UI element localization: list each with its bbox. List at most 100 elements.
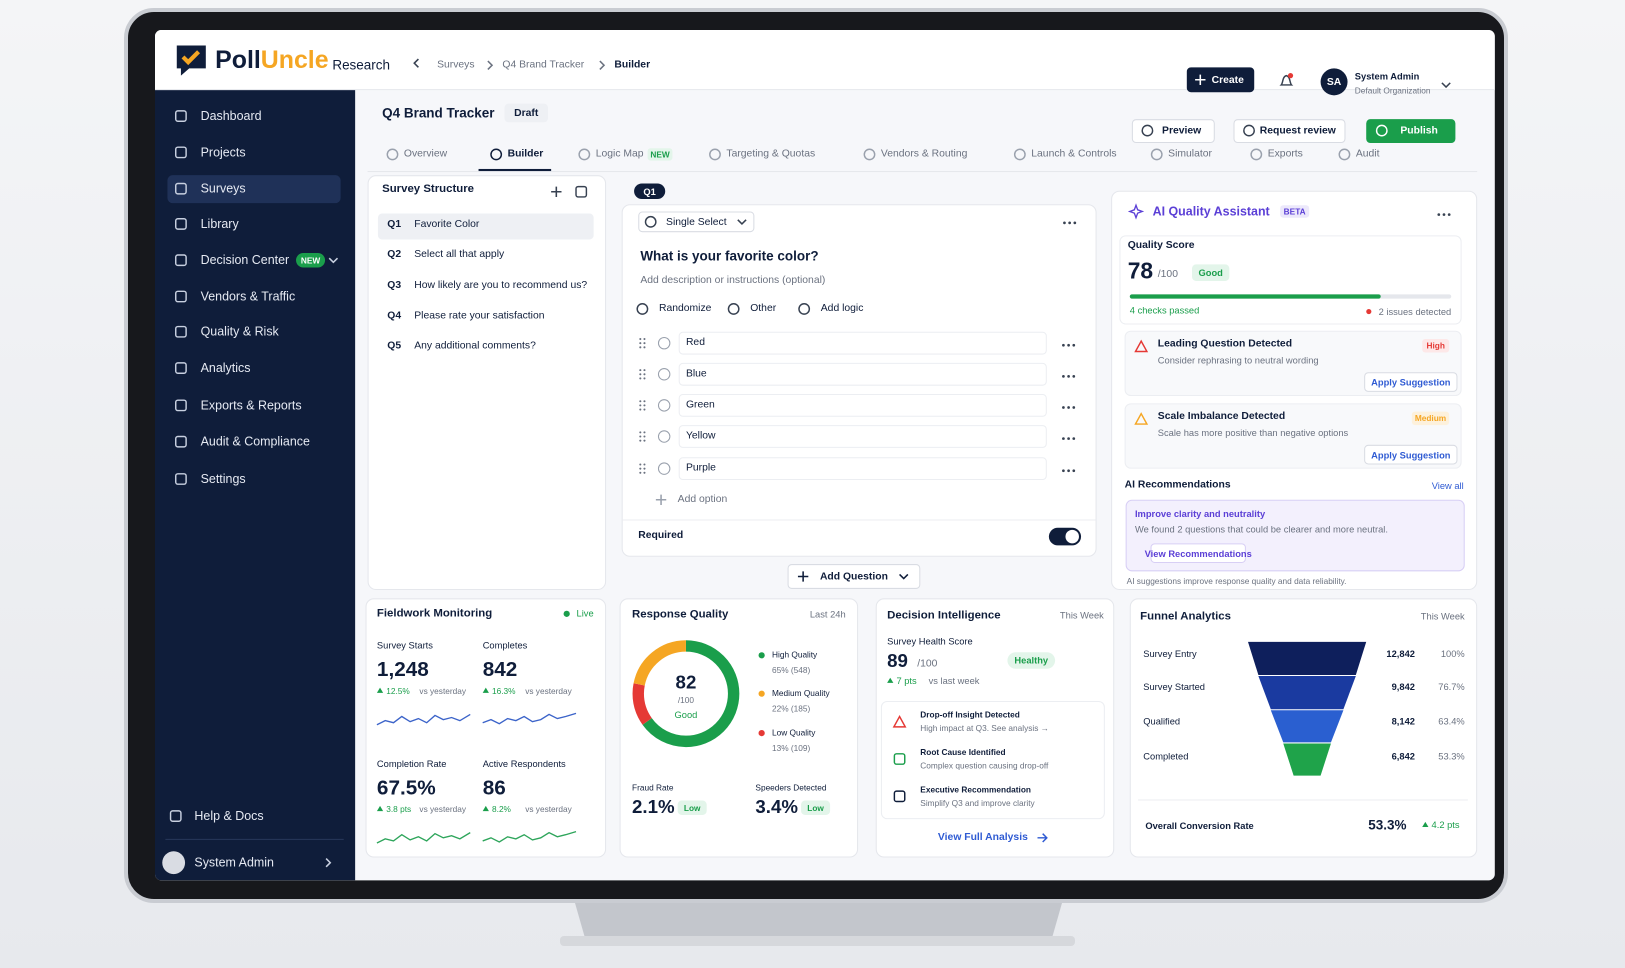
type-icon	[644, 215, 657, 228]
view-recommendations[interactable]: View Recommendations	[1145, 543, 1252, 564]
nav-item[interactable]: Library	[200, 216, 239, 231]
assistant-icon-shape	[1127, 203, 1145, 220]
tab-icon-shape	[709, 148, 721, 161]
legend-name: Medium Quality	[772, 688, 830, 699]
question-tag[interactable]: Q1	[634, 183, 666, 200]
option[interactable]: Blue	[685, 368, 707, 380]
tab[interactable]: Exports	[1267, 148, 1303, 160]
view-all[interactable]: View all	[1431, 480, 1464, 492]
tab-badge[interactable]: NEW	[647, 148, 673, 161]
back-chevron	[413, 58, 419, 68]
tab[interactable]: Targeting & Quotas	[726, 148, 816, 160]
question-text[interactable]: Please rate your satisfaction	[414, 309, 545, 322]
tab[interactable]: Overview	[403, 148, 448, 160]
tool[interactable]: Randomize	[658, 302, 712, 315]
assistant-badge[interactable]: BETA	[1280, 205, 1310, 218]
apply-suggestion[interactable]: Apply Suggestion	[1364, 444, 1458, 465]
response-period: Last 24h	[809, 609, 846, 620]
fraud-status[interactable]: Low	[677, 800, 707, 816]
tool-icon-shape	[727, 303, 740, 315]
action-button[interactable]: Request review	[1233, 119, 1346, 144]
tab[interactable]: Builder	[507, 148, 544, 160]
option[interactable]: Purple	[685, 462, 716, 474]
decision-link[interactable]: View Full Analysis	[937, 831, 1028, 844]
nav-badge[interactable]: NEW	[296, 252, 326, 268]
brand-second: Uncle	[260, 46, 329, 75]
nav-item[interactable]: Surveys	[200, 181, 246, 196]
nav-item[interactable]: Analytics	[200, 360, 251, 376]
action-button[interactable]: Preview	[1131, 119, 1215, 144]
speeders-label: Speeders Detected	[755, 783, 827, 793]
avatar[interactable]: SA	[1320, 68, 1348, 96]
option[interactable]: Red	[685, 336, 705, 349]
metric-delta: 12.5%	[377, 687, 410, 697]
sidebar-user[interactable]: System Admin	[194, 855, 274, 870]
nav-icon-shape	[175, 110, 187, 122]
nav-item[interactable]: Dashboard	[200, 108, 262, 124]
drag-handle-shape	[643, 337, 646, 341]
tab[interactable]: Launch & Controls	[1031, 148, 1117, 160]
stage-name: Survey Started	[1143, 681, 1205, 693]
tab[interactable]: Logic Map	[595, 148, 644, 160]
speeders-status[interactable]: Low	[801, 800, 831, 816]
option-radio	[657, 336, 671, 350]
issues-dot	[1366, 308, 1372, 315]
nav-item[interactable]: Audit & Compliance	[200, 434, 310, 449]
question-id[interactable]: Q3	[387, 279, 402, 292]
question-id[interactable]: Q2	[387, 248, 402, 261]
breadcrumb-chevron	[487, 60, 494, 70]
drag-handle	[639, 431, 646, 442]
question-text[interactable]: Favorite Color	[414, 218, 480, 231]
option-menu-shape	[1067, 343, 1070, 347]
nav-item[interactable]: Settings	[200, 471, 246, 487]
assistant-title: AI Quality Assistant	[1152, 204, 1270, 219]
nav-icon-shape	[175, 182, 187, 195]
bell[interactable]	[1278, 71, 1295, 90]
question-id[interactable]: Q1	[387, 218, 402, 231]
question-text[interactable]: Any additional comments?	[414, 340, 536, 352]
add-question[interactable]: Add Question	[787, 564, 921, 589]
apply-suggestion[interactable]: Apply Suggestion	[1364, 372, 1458, 392]
type-select[interactable]: Single Select	[638, 211, 755, 233]
tool[interactable]: Other	[750, 302, 777, 315]
tab[interactable]: Audit	[1355, 148, 1380, 160]
issue-severity[interactable]: High	[1422, 339, 1450, 353]
drag-handle-shape	[643, 431, 646, 434]
nav-item[interactable]: Vendors & Traffic	[200, 289, 296, 304]
add-option[interactable]: Add option	[677, 493, 728, 505]
recommendations-title: AI Recommendations	[1124, 479, 1231, 491]
question-text[interactable]: Select all that apply	[414, 248, 505, 261]
score-rating[interactable]: Good	[1192, 264, 1230, 281]
decision-item-title: Drop-off Insight Detected	[920, 710, 1020, 720]
tab[interactable]: Simulator	[1168, 148, 1212, 160]
tool[interactable]: Add logic	[820, 302, 864, 315]
stage-count: 6,842	[1391, 751, 1415, 762]
question-id[interactable]: Q5	[387, 340, 402, 352]
drag-handle-shape	[639, 337, 646, 349]
create-button[interactable]: Create	[1186, 67, 1255, 93]
bell-shape	[1279, 74, 1294, 86]
decision-item-description: Simplify Q3 and improve clarity	[920, 798, 1035, 808]
user-name: System Admin	[1354, 71, 1420, 82]
question-text[interactable]: How likely are you to recommend us?	[414, 279, 588, 292]
breadcrumb-item[interactable]: Surveys	[437, 59, 475, 71]
health-status[interactable]: Healthy	[1007, 652, 1056, 669]
metric-label: Completion Rate	[376, 758, 447, 769]
breadcrumb-item[interactable]: Q4 Brand Tracker	[502, 59, 585, 71]
nav-item[interactable]: Decision Center	[200, 252, 290, 268]
breadcrumb-chevron-shape	[487, 60, 494, 70]
metric-delta: 16.3%	[483, 687, 516, 697]
issue-severity[interactable]: Medium	[1411, 411, 1450, 426]
tab[interactable]: Vendors & Routing	[880, 148, 968, 160]
help-link[interactable]: Help & Docs	[194, 808, 264, 824]
option[interactable]: Yellow	[685, 430, 716, 442]
action-button[interactable]: Publish	[1366, 119, 1456, 144]
nav-item[interactable]: Exports & Reports	[200, 397, 302, 413]
question-menu-shape	[1068, 221, 1071, 225]
nav-item[interactable]: Quality & Risk	[200, 324, 279, 339]
nav-item[interactable]: Projects	[200, 144, 246, 160]
option[interactable]: Green	[685, 399, 715, 411]
status-badge[interactable]: Draft	[504, 103, 549, 123]
question-id[interactable]: Q4	[387, 309, 402, 322]
